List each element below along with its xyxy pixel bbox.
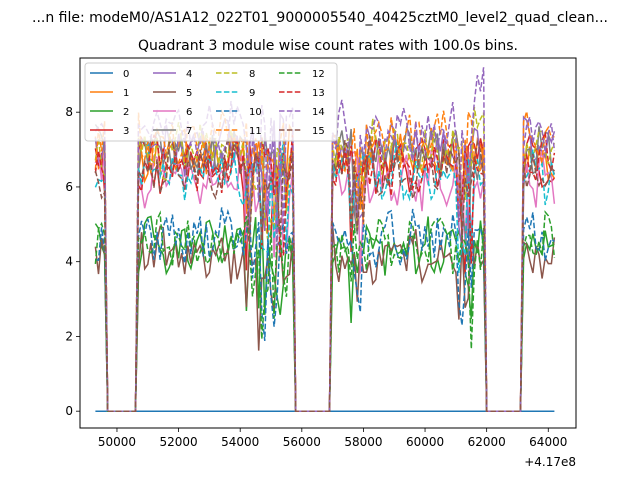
legend-label: 9 (249, 88, 255, 99)
chart-title: Quadrant 3 module wise count rates with … (138, 38, 518, 54)
legend-label: 14 (312, 107, 325, 118)
y-tick-label: 2 (65, 329, 73, 343)
x-tick-label: 56000 (283, 435, 321, 449)
legend-label: 2 (123, 107, 129, 118)
y-axis: 0 2 4 6 8 (65, 105, 80, 418)
legend-label: 11 (249, 126, 262, 137)
legend-label: 6 (186, 107, 192, 118)
y-tick-label: 4 (65, 255, 73, 269)
legend-frame (84, 62, 338, 142)
legend-label: 10 (249, 107, 262, 118)
x-axis: 50000 52000 54000 56000 58000 60000 62000 64000 (98, 428, 567, 449)
y-tick-label: 0 (65, 404, 73, 418)
x-offset-label: +4.17e8 (524, 455, 576, 469)
legend-label: 0 (123, 69, 129, 80)
legend-label: 5 (186, 88, 192, 99)
legend-label: 8 (249, 69, 255, 80)
x-tick-label: 54000 (221, 435, 259, 449)
series-line-9 (94, 140, 556, 412)
x-tick-label: 50000 (98, 435, 136, 449)
y-tick-label: 8 (65, 105, 73, 119)
x-tick-label: 62000 (468, 435, 506, 449)
legend-label: 7 (186, 126, 192, 137)
legend-label: 1 (123, 88, 129, 99)
series-line-12 (94, 210, 556, 412)
x-tick-label: 64000 (529, 435, 567, 449)
x-tick-label: 58000 (344, 435, 382, 449)
legend-label: 4 (186, 69, 192, 80)
plot-frame (79, 57, 577, 429)
x-tick-label: 52000 (159, 435, 197, 449)
legend-label: 13 (312, 88, 325, 99)
legend-label: 3 (123, 126, 129, 137)
x-tick-label: 60000 (406, 435, 444, 449)
legend-label: 15 (312, 126, 325, 137)
legend-label: 12 (312, 69, 325, 80)
y-tick-label: 6 (65, 180, 73, 194)
series-line-15 (94, 135, 556, 412)
figure-suptitle: ...n file: modeM0/AS1A12_022T01_90000055… (32, 10, 608, 26)
